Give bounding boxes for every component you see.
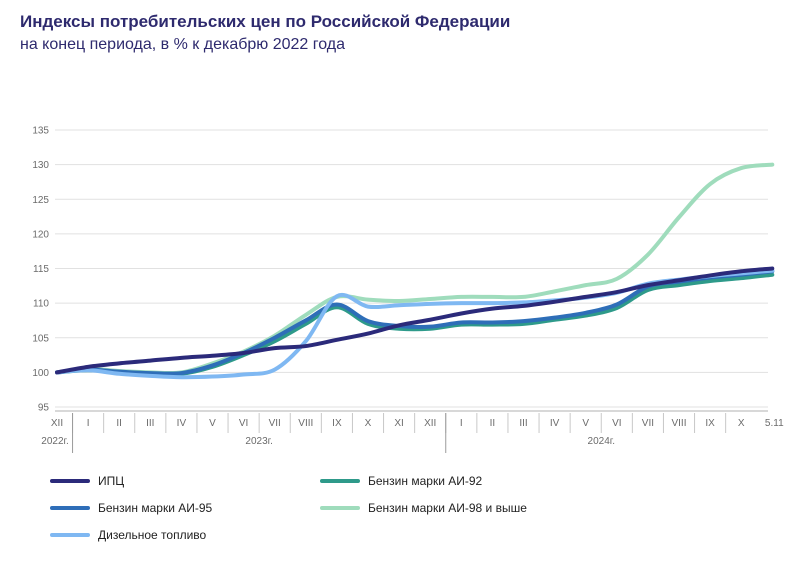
legend-item: Бензин марки АИ-92: [320, 474, 482, 488]
y-tick-label: 100: [32, 368, 49, 379]
x-tick-label: V: [582, 418, 589, 429]
x-tick-label: VI: [239, 418, 248, 429]
x-tick-label: XII: [51, 418, 63, 429]
y-tick-label: 110: [33, 299, 49, 310]
y-tick-label: 130: [32, 160, 49, 171]
legend-item: Бензин марки АИ-95: [50, 501, 212, 515]
legend-label: Дизельное топливо: [98, 528, 207, 542]
x-tick-label: III: [146, 418, 154, 429]
x-tick-label: I: [460, 418, 463, 429]
y-tick-label: 115: [33, 264, 49, 275]
legend-swatch: [320, 479, 360, 483]
y-tick-label: 105: [32, 333, 49, 344]
y-axis-ticks: 95 100 105 110 115 120 125 130 135: [32, 126, 49, 414]
x-tick-label: VIII: [671, 418, 686, 429]
x-group-label: 2022г.: [41, 436, 68, 447]
x-tick-label: II: [116, 418, 122, 429]
x-tick-label: IV: [177, 418, 187, 429]
x-group-label: 2024г.: [588, 436, 615, 447]
x-tick-label: V: [209, 418, 216, 429]
y-tick-label: 120: [32, 229, 49, 240]
legend-label: Бензин марки АИ-92: [368, 474, 483, 488]
chart-title: Индексы потребительских цен по Российско…: [20, 12, 511, 31]
x-tick-label: XI: [394, 418, 403, 429]
x-tick-label: VII: [269, 418, 281, 429]
x-tick-label: IX: [332, 418, 342, 429]
y-tick-label: 95: [38, 403, 50, 414]
legend-item: Дизельное топливо: [50, 528, 206, 542]
legend-item: ИПЦ: [50, 474, 124, 488]
x-axis: XII I II III IV V VI VII VIII IX X XI XII I II III IV V VI…: [41, 410, 784, 453]
x-tick-label: IX: [705, 418, 715, 429]
x-tick-label: VII: [642, 418, 654, 429]
y-tick-label: 125: [32, 195, 49, 206]
x-tick-label: X: [738, 418, 745, 429]
legend-label: ИПЦ: [98, 474, 125, 488]
chart-subtitle: на конец периода, в % к декабрю 2022 год…: [20, 36, 346, 53]
x-tick-label: IV: [550, 418, 560, 429]
x-tick-label: VIII: [298, 418, 313, 429]
legend-label: Бензин марки АИ-95: [98, 501, 213, 515]
legend-swatch: [50, 479, 90, 483]
x-tick-label: II: [490, 418, 496, 429]
x-tick-label: XII: [424, 418, 436, 429]
x-tick-label: VI: [612, 418, 621, 429]
x-tick-label: 5.11: [765, 418, 784, 429]
x-tick-label: III: [519, 418, 527, 429]
legend-swatch: [320, 506, 360, 510]
series-lines: [55, 162, 775, 380]
series-line-0: [55, 266, 775, 375]
grid-lines: [55, 129, 768, 408]
legend-swatch: [50, 533, 90, 537]
legend-label: Бензин марки АИ-98 и выше: [368, 501, 527, 515]
x-tick-label: I: [87, 418, 90, 429]
legend-item: Бензин марки АИ-98 и выше: [320, 501, 527, 515]
legend-swatch: [50, 506, 90, 510]
x-group-label: 2023г.: [245, 436, 272, 447]
y-tick-label: 135: [32, 126, 49, 137]
x-tick-label: X: [365, 418, 372, 429]
